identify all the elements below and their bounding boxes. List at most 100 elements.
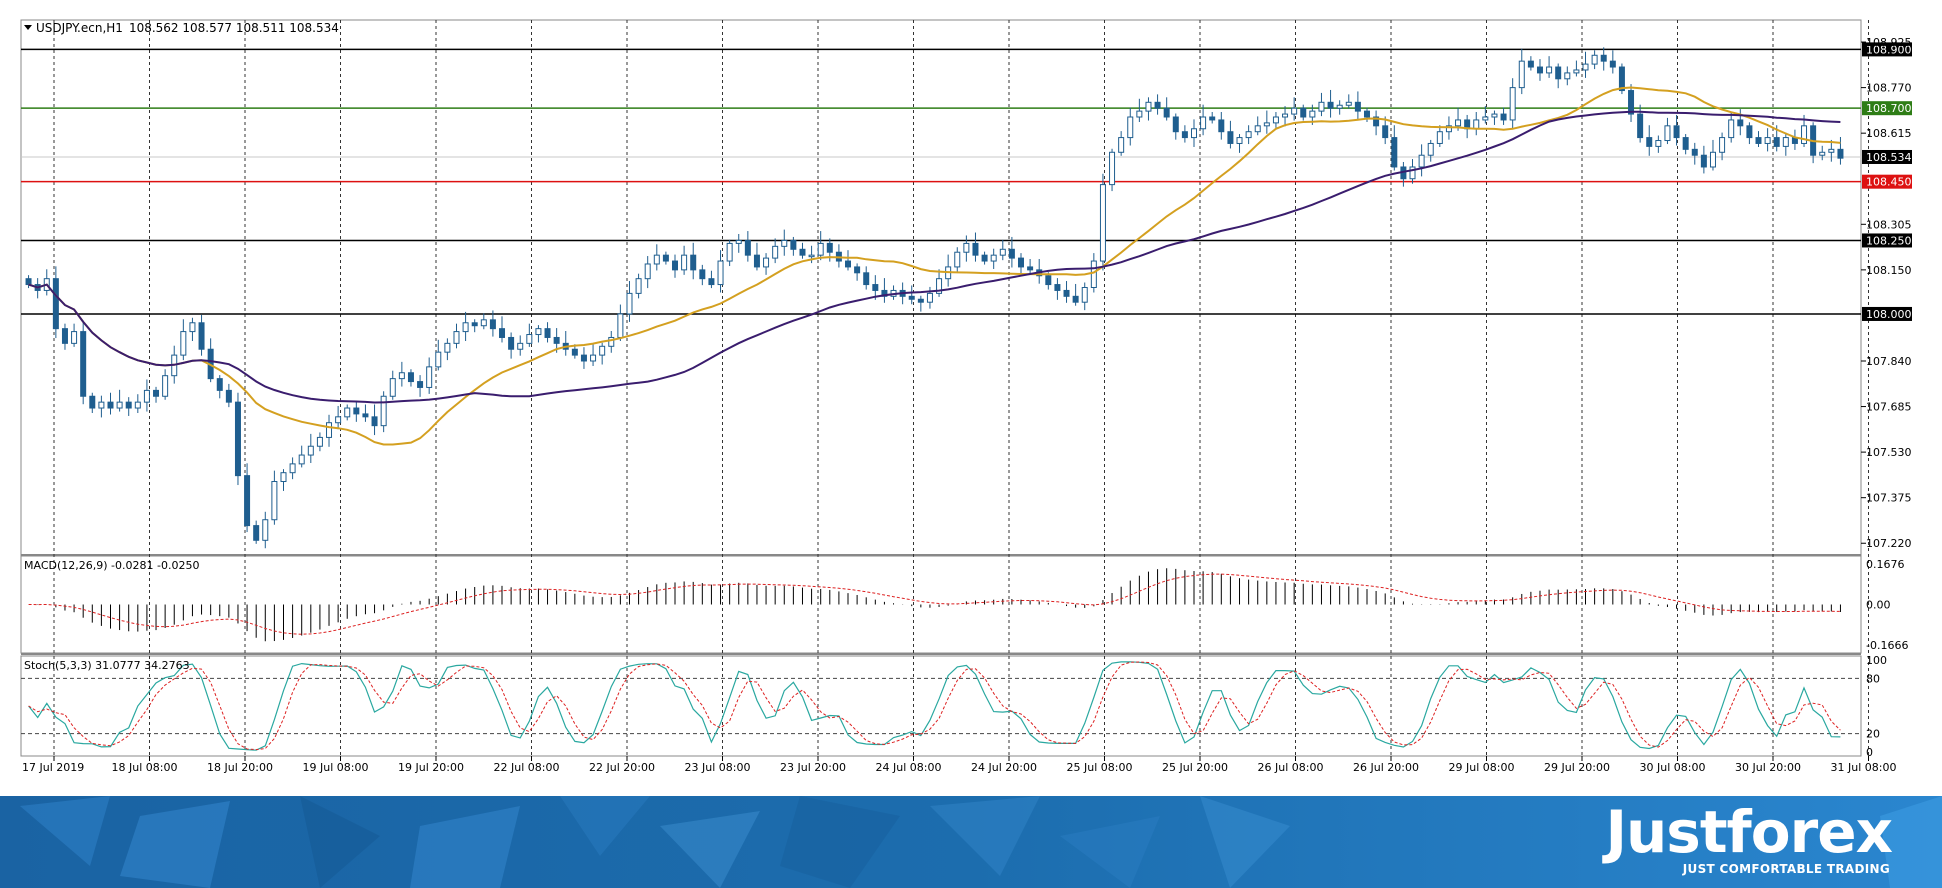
candle-up bbox=[1081, 287, 1088, 303]
candle-up bbox=[535, 328, 542, 336]
candle-up bbox=[526, 334, 533, 344]
candle-down bbox=[244, 475, 251, 527]
candle-down bbox=[826, 242, 833, 253]
horizontal-levels: 108.900 108.700 108.450 108.250 108.000 108.5… bbox=[21, 42, 1912, 321]
candle-down bbox=[1008, 248, 1015, 259]
candle-up bbox=[1090, 260, 1097, 288]
candle-down bbox=[1618, 66, 1625, 92]
candle-up bbox=[1418, 154, 1425, 168]
x-tick-label: 25 Jul 20:00 bbox=[1162, 761, 1228, 774]
moving-averages bbox=[28, 86, 1841, 446]
candle-down bbox=[1209, 116, 1216, 121]
candle-down bbox=[153, 389, 160, 397]
candle-up bbox=[735, 239, 742, 244]
candle-down bbox=[553, 336, 560, 344]
dropdown-triangle-icon[interactable] bbox=[24, 25, 32, 30]
candle-up bbox=[1546, 66, 1553, 74]
x-tick-label: 24 Jul 08:00 bbox=[876, 761, 942, 774]
candle-down bbox=[1227, 131, 1234, 144]
candle-up bbox=[1118, 137, 1125, 153]
candle-up bbox=[1190, 128, 1197, 139]
y-tick-label: 107.375 bbox=[1866, 492, 1912, 505]
x-tick-label: 26 Jul 08:00 bbox=[1258, 761, 1324, 774]
candle-up bbox=[1582, 63, 1589, 71]
x-tick-label: 19 Jul 20:00 bbox=[398, 761, 464, 774]
ma-fast-line bbox=[28, 86, 1841, 446]
level-tag-label: 108.900 bbox=[1866, 43, 1912, 56]
candle-down bbox=[89, 395, 96, 409]
candle-down bbox=[799, 248, 806, 256]
candle-down bbox=[1363, 110, 1370, 118]
y-tick-label: 107.685 bbox=[1866, 401, 1912, 414]
candle-up bbox=[1509, 87, 1516, 121]
candle-down bbox=[1637, 113, 1644, 139]
level-tag-label: 108.700 bbox=[1866, 102, 1912, 115]
x-tick-label: 24 Jul 20:00 bbox=[971, 761, 1037, 774]
x-tick-label: 29 Jul 08:00 bbox=[1449, 761, 1515, 774]
candle-up bbox=[1491, 113, 1498, 118]
candle-up bbox=[398, 372, 405, 380]
candle-down bbox=[1746, 125, 1753, 139]
candle-up bbox=[1564, 72, 1571, 80]
candle-down bbox=[1837, 148, 1844, 159]
candle-down bbox=[708, 278, 715, 286]
candle-down bbox=[1172, 116, 1179, 133]
candle-down bbox=[225, 389, 232, 403]
x-tick-label: 18 Jul 08:00 bbox=[112, 761, 178, 774]
stoch-panel bbox=[20, 655, 1862, 757]
y-tick-label: 107.840 bbox=[1866, 355, 1912, 368]
last-price-tag bbox=[1862, 149, 1912, 164]
candle-down bbox=[198, 322, 205, 350]
candle-up bbox=[1272, 116, 1279, 124]
banner-background bbox=[0, 796, 1942, 888]
candle-down bbox=[1691, 148, 1698, 156]
candle-up bbox=[1245, 131, 1252, 139]
candle-down bbox=[353, 407, 360, 415]
candle-down bbox=[125, 401, 132, 409]
candle-up bbox=[71, 331, 78, 344]
candle-down bbox=[1646, 137, 1653, 147]
candle-down bbox=[1609, 60, 1616, 68]
candle-down bbox=[1755, 137, 1762, 144]
candle-down bbox=[1373, 116, 1380, 127]
candle-up bbox=[963, 242, 970, 253]
candle-up bbox=[380, 395, 387, 427]
candle-down bbox=[1327, 101, 1334, 109]
candle-down bbox=[690, 254, 697, 271]
candle-down bbox=[362, 413, 369, 418]
candle-up bbox=[999, 248, 1006, 256]
candle-up bbox=[772, 245, 779, 259]
candle-up bbox=[1436, 131, 1443, 144]
macd-signal-line bbox=[28, 573, 1841, 635]
candle-up bbox=[326, 422, 333, 438]
candle-up bbox=[1482, 116, 1489, 121]
y-tick-label: 108.925 bbox=[1866, 36, 1912, 49]
candle-down bbox=[1054, 284, 1061, 291]
candle-up bbox=[289, 463, 296, 474]
ma-slow-line bbox=[28, 110, 1841, 404]
candle-down bbox=[854, 266, 861, 274]
x-tick-label: 22 Jul 08:00 bbox=[494, 761, 560, 774]
level-tag-label: 108.450 bbox=[1866, 176, 1912, 189]
candle-up bbox=[644, 263, 651, 280]
stoch-label: Stoch(5,3,3) 31.0777 34.2763 bbox=[24, 659, 190, 672]
candle-up bbox=[936, 278, 943, 294]
candle-down bbox=[1737, 119, 1744, 127]
candle-up bbox=[781, 239, 788, 247]
macd-series: 0.1676 0.00 -0.1666 bbox=[28, 558, 1908, 652]
candle-down bbox=[407, 372, 414, 383]
candle-up bbox=[1455, 119, 1462, 127]
candle-down bbox=[508, 336, 515, 350]
candle-down bbox=[1072, 295, 1079, 303]
candle-up bbox=[1709, 151, 1716, 168]
candle-up bbox=[162, 375, 169, 397]
candle-down bbox=[1027, 266, 1034, 271]
candle-up bbox=[954, 251, 961, 268]
candle-down bbox=[61, 328, 68, 344]
candle-down bbox=[1600, 54, 1607, 62]
stoch-d-line bbox=[28, 661, 1841, 751]
candle-down bbox=[80, 331, 87, 397]
candle-down bbox=[908, 295, 915, 300]
candle-down bbox=[1181, 131, 1188, 139]
y-tick-label: 108.770 bbox=[1866, 82, 1912, 95]
